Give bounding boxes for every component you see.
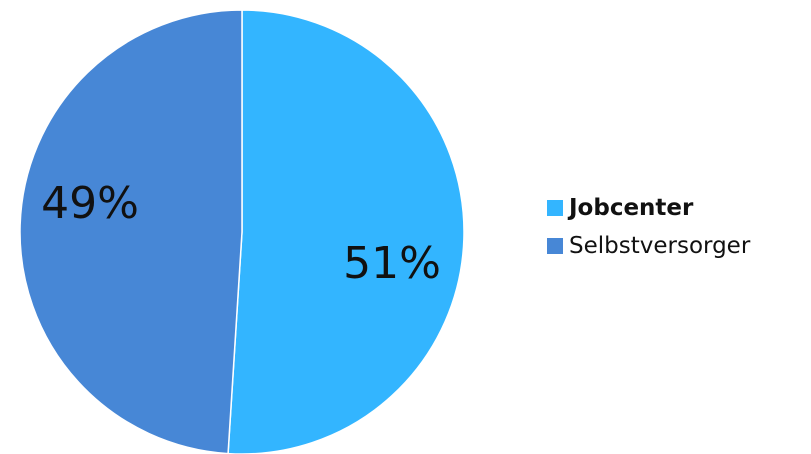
data-label-jobcenter: 51% (343, 238, 441, 289)
legend-swatch-selbstversorger (547, 238, 563, 254)
legend-item-selbstversorger[interactable]: Selbstversorger (547, 227, 750, 265)
pie-slice-jobcenter[interactable] (227, 9, 465, 454)
data-label-selbstversorger: 49% (41, 178, 139, 229)
pie-slice-selbstversorger[interactable] (19, 9, 243, 454)
legend: Jobcenter Selbstversorger (547, 189, 750, 265)
legend-label-jobcenter: Jobcenter (569, 195, 694, 221)
legend-label-selbstversorger: Selbstversorger (569, 233, 751, 259)
legend-swatch-jobcenter (547, 200, 563, 216)
legend-item-jobcenter[interactable]: Jobcenter (547, 189, 750, 227)
